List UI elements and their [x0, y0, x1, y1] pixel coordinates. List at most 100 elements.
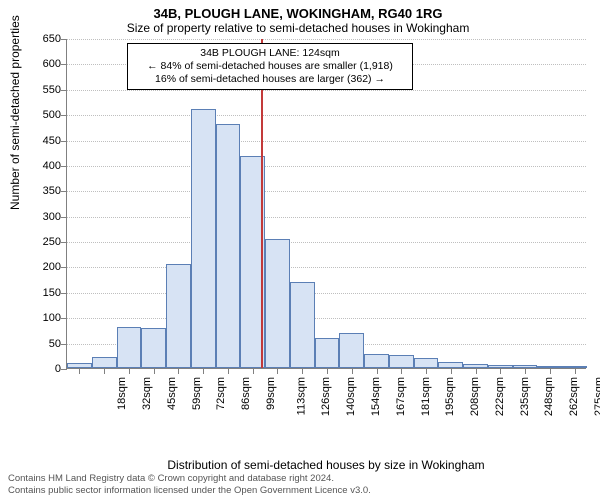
x-tick	[129, 368, 130, 374]
x-tick	[426, 368, 427, 374]
histogram-bar	[117, 327, 142, 368]
x-tick-label: 18sqm	[116, 377, 128, 410]
x-tick-label: 126sqm	[321, 377, 333, 416]
callout-line-2: ← 84% of semi-detached houses are smalle…	[134, 60, 406, 73]
x-tick	[451, 368, 452, 374]
y-tick-label: 300	[27, 211, 61, 223]
x-tick	[401, 368, 402, 374]
y-tick-label: 350	[27, 185, 61, 197]
y-tick	[61, 369, 67, 370]
histogram-bar	[166, 264, 191, 368]
gridline	[67, 141, 586, 142]
x-tick-label: 113sqm	[295, 377, 307, 415]
x-tick	[277, 368, 278, 374]
y-tick	[61, 217, 67, 218]
y-tick-label: 650	[27, 33, 61, 45]
x-tick	[302, 368, 303, 374]
y-tick-label: 250	[27, 236, 61, 248]
x-tick-label: 154sqm	[370, 377, 382, 416]
y-tick	[61, 64, 67, 65]
x-tick-label: 59sqm	[191, 377, 203, 410]
y-tick	[61, 293, 67, 294]
x-tick	[476, 368, 477, 374]
x-tick	[104, 368, 105, 374]
x-tick	[550, 368, 551, 374]
histogram-bar	[389, 355, 414, 368]
x-tick-label: 208sqm	[469, 377, 481, 416]
x-tick-label: 99sqm	[265, 377, 277, 410]
x-axis-caption: Distribution of semi-detached houses by …	[66, 458, 586, 472]
gridline	[67, 39, 586, 40]
chart-area: 0501001502002503003504004505005506006501…	[66, 39, 586, 409]
y-tick	[61, 90, 67, 91]
gridline	[67, 115, 586, 116]
gridline	[67, 318, 586, 319]
y-tick-label: 50	[27, 338, 61, 350]
x-tick-label: 195sqm	[444, 377, 456, 416]
y-tick-label: 550	[27, 84, 61, 96]
y-tick	[61, 39, 67, 40]
y-axis-label: Number of semi-detached properties	[8, 15, 22, 210]
x-tick	[178, 368, 179, 374]
y-tick-label: 500	[27, 109, 61, 121]
x-tick-label: 275sqm	[593, 377, 600, 416]
y-tick	[61, 191, 67, 192]
gridline	[67, 267, 586, 268]
histogram-bar	[290, 282, 315, 368]
x-tick	[203, 368, 204, 374]
y-tick-label: 0	[27, 363, 61, 375]
x-tick	[253, 368, 254, 374]
histogram-bar	[315, 338, 340, 368]
histogram-bar	[339, 333, 364, 368]
x-tick	[154, 368, 155, 374]
y-tick	[61, 242, 67, 243]
x-tick	[500, 368, 501, 374]
histogram-bar	[141, 328, 166, 368]
x-tick	[575, 368, 576, 374]
footer-line-1: Contains HM Land Registry data © Crown c…	[8, 473, 371, 484]
y-tick-label: 400	[27, 160, 61, 172]
x-tick-label: 167sqm	[395, 377, 407, 416]
callout-box: 34B PLOUGH LANE: 124sqm← 84% of semi-det…	[127, 43, 413, 90]
histogram-bar	[414, 358, 439, 368]
histogram-bar	[265, 239, 290, 368]
y-tick	[61, 344, 67, 345]
y-tick-label: 450	[27, 135, 61, 147]
y-tick	[61, 166, 67, 167]
x-tick	[228, 368, 229, 374]
x-tick	[377, 368, 378, 374]
x-tick-label: 248sqm	[543, 377, 555, 416]
y-tick	[61, 141, 67, 142]
histogram-bar	[92, 357, 117, 368]
x-tick-label: 140sqm	[345, 377, 357, 416]
footer-attribution: Contains HM Land Registry data © Crown c…	[8, 473, 371, 496]
x-tick-label: 235sqm	[519, 377, 531, 416]
gridline	[67, 242, 586, 243]
x-tick-label: 32sqm	[141, 377, 153, 410]
histogram-bar	[191, 109, 216, 368]
y-tick	[61, 115, 67, 116]
histogram-bar	[364, 354, 389, 368]
x-tick	[525, 368, 526, 374]
y-tick	[61, 318, 67, 319]
x-tick-label: 222sqm	[494, 377, 506, 416]
x-tick-label: 181sqm	[420, 377, 432, 416]
y-tick-label: 100	[27, 312, 61, 324]
chart-container: 34B, PLOUGH LANE, WOKINGHAM, RG40 1RG Si…	[0, 0, 600, 500]
page-title: 34B, PLOUGH LANE, WOKINGHAM, RG40 1RG	[6, 6, 590, 21]
callout-line-3: 16% of semi-detached houses are larger (…	[134, 73, 406, 86]
page-subtitle: Size of property relative to semi-detach…	[6, 21, 590, 35]
histogram-bar	[216, 124, 241, 368]
gridline	[67, 293, 586, 294]
x-tick	[352, 368, 353, 374]
gridline	[67, 166, 586, 167]
y-tick	[61, 267, 67, 268]
x-tick-label: 262sqm	[568, 377, 580, 416]
plot-region: 0501001502002503003504004505005506006501…	[66, 39, 586, 369]
x-tick-label: 45sqm	[166, 377, 178, 410]
footer-line-2: Contains public sector information licen…	[8, 485, 371, 496]
y-tick-label: 150	[27, 287, 61, 299]
y-tick-label: 600	[27, 58, 61, 70]
y-tick-label: 200	[27, 261, 61, 273]
x-tick	[79, 368, 80, 374]
